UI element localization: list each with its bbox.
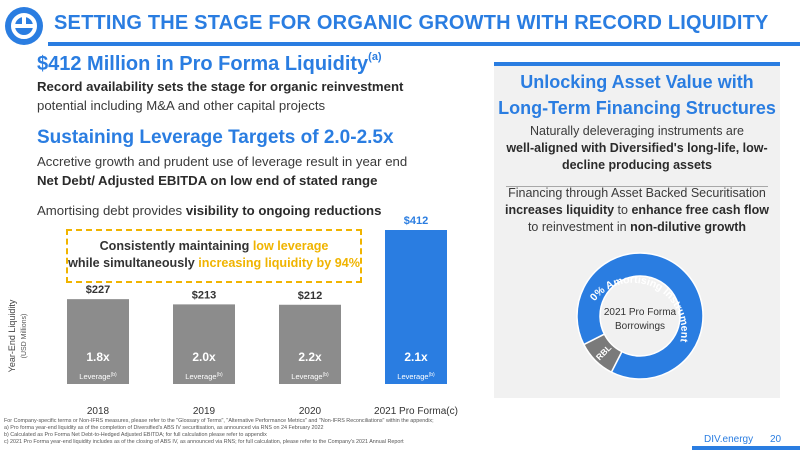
leverage-footnote: (b) [111, 372, 117, 378]
liquidity-headline-footnote: (a) [368, 51, 382, 63]
callout-line1: Consistently maintaining low leverage [99, 239, 329, 253]
liquidity-headline: $412 Million in Pro Forma Liquidity(a) [37, 51, 382, 76]
bar-2021 Pro Forma(c) [385, 230, 447, 384]
y-axis-units: (USD Millions) [21, 314, 28, 359]
panel-paragraph-2: Financing through Asset Backed Securitis… [504, 186, 769, 234]
bar-2018 [67, 299, 129, 384]
leverage-label: Leverage(b) [79, 372, 117, 381]
donut-center-line1: 2021 Pro Forma [604, 307, 677, 318]
x-axis-tick-label: 2019 [193, 406, 216, 417]
leverage-label: Leverage(b) [397, 372, 435, 381]
bar-2020 [279, 304, 341, 384]
footnote-c: c) 2021 Pro Forma year-end liquidity inc… [4, 439, 404, 445]
footnote-intro: For Company-specific terms or Non-IFRS m… [4, 418, 434, 424]
financing-panel: Unlocking Asset Value with Long-Term Fin… [494, 62, 780, 398]
x-axis-tick-label: 2020 [299, 406, 322, 417]
leverage-value: 2.1x [404, 350, 428, 364]
panel-paragraph-1: Naturally deleveraging instruments are w… [506, 124, 768, 172]
leverage-value: 2.2x [298, 350, 322, 364]
liquidity-line2: potential including M&A and other capita… [37, 98, 326, 113]
leverage-label: Leverage(b) [291, 372, 329, 381]
bar-value-label: $213 [192, 289, 216, 301]
leverage-value: 1.8x [86, 350, 110, 364]
donut-segment-rbl [582, 333, 623, 374]
bar-value-label: $212 [298, 290, 322, 302]
leverage-line1: Accretive growth and prudent use of leve… [37, 154, 408, 169]
callout-line2: while simultaneously increasing liquidit… [68, 256, 360, 270]
leverage-value: 2.0x [192, 350, 216, 364]
leverage-footnote: (b) [429, 372, 435, 378]
chart-y-axis-label: Year-End Liquidity (USD Millions) [7, 299, 28, 372]
footnotes: For Company-specific terms or Non-IFRS m… [4, 418, 434, 446]
leverage-line2: Net Debt/ Adjusted EBITDA on low end of … [37, 173, 378, 188]
leverage-footnote: (b) [323, 372, 329, 378]
donut-center-line2: Borrowings [615, 321, 665, 332]
brand-wordmark: DIV.energy [704, 434, 754, 445]
y-axis-title: Year-End Liquidity [7, 299, 17, 372]
bar-2019 [173, 304, 235, 384]
footer-bar [692, 446, 800, 450]
liquidity-bar-chart: $227 1.8x Leverage(b) 2018 $213 2.0x Leverage(… [67, 215, 458, 417]
panel-title: Unlocking Asset Value with Long-Term Fin… [498, 72, 776, 118]
panel-divider [506, 186, 768, 187]
x-axis-tick-label: 2018 [87, 406, 110, 417]
leverage-headline: Sustaining Leverage Targets of 2.0-2.5x [37, 127, 394, 148]
slide-title: SETTING THE STAGE FOR ORGANIC GROWTH WIT… [54, 12, 769, 34]
page-number: 20 [770, 434, 782, 445]
liquidity-headline-text: $412 Million in Pro Forma Liquidity [37, 53, 369, 75]
footnote-a: a) Pro forma year-end liquidity as of th… [4, 425, 324, 431]
bar-value-label: $412 [404, 215, 428, 227]
leverage-callout-box: Consistently maintaining low leverage wh… [66, 229, 362, 283]
leverage-label: Leverage(b) [185, 372, 223, 381]
x-axis-tick-label: 2021 Pro Forma(c) [374, 406, 458, 417]
div-energy-logo-icon [5, 7, 43, 45]
slide-header: SETTING THE STAGE FOR ORGANIC GROWTH WIT… [0, 0, 800, 50]
liquidity-line1: Record availability sets the stage for o… [37, 79, 404, 94]
footnote-b: b) Calculated as Pro Forma Net Debt-to-H… [4, 432, 267, 438]
donut-segment-amortising [576, 252, 704, 380]
title-underline [48, 42, 800, 46]
borrowings-donut-chart: 90% Amortising InstrumentsRBL2021 Pro Fo… [557, 227, 704, 380]
bar-value-label: $227 [86, 284, 110, 296]
amortising-line: Amortising debt provides visibility to o… [37, 203, 382, 218]
leverage-footnote: (b) [217, 372, 223, 378]
